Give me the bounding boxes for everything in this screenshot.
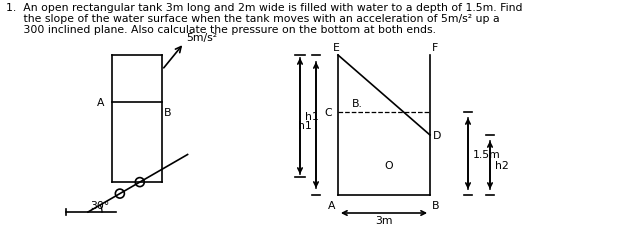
Text: 5m/s²: 5m/s²	[186, 33, 217, 43]
Text: F: F	[432, 43, 438, 53]
Text: 30°: 30°	[90, 200, 109, 210]
Text: 3m: 3m	[375, 215, 393, 225]
Text: A: A	[328, 200, 336, 210]
Text: B: B	[164, 108, 172, 118]
Text: 1.  An open rectangular tank 3m long and 2m wide is filled with water to a depth: 1. An open rectangular tank 3m long and …	[6, 3, 522, 13]
Text: h1: h1	[305, 112, 319, 122]
Text: h2: h2	[495, 160, 509, 170]
Text: O: O	[385, 160, 394, 170]
Text: 1.5m: 1.5m	[473, 149, 501, 159]
Text: C: C	[324, 108, 332, 118]
Text: D: D	[433, 130, 442, 140]
Text: A: A	[97, 98, 104, 108]
Text: B: B	[432, 200, 440, 210]
Text: 300 inclined plane. Also calculate the pressure on the bottom at both ends.: 300 inclined plane. Also calculate the p…	[6, 25, 436, 35]
Text: the slope of the water surface when the tank moves with an acceleration of 5m/s²: the slope of the water surface when the …	[6, 14, 499, 24]
Text: B.: B.	[352, 98, 363, 108]
Text: h1: h1	[298, 120, 312, 130]
Text: E: E	[333, 43, 340, 53]
